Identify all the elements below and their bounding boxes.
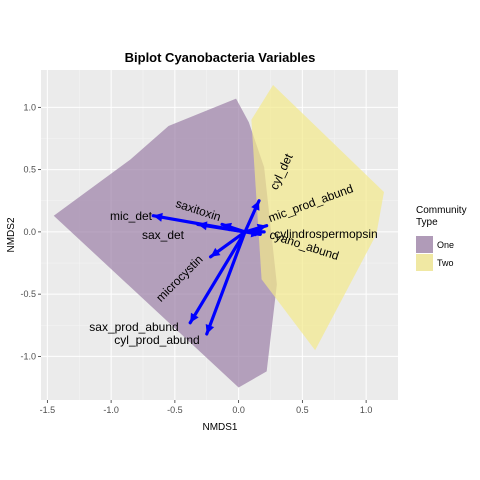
arrowhead-sax_prod_abund [190, 312, 199, 323]
vector-label-sax_prod_abund: sax_prod_abund [89, 320, 178, 334]
vector-label-sax_det: sax_det [142, 228, 185, 242]
community-hulls [53, 84, 384, 388]
arrowhead-mic_det [153, 212, 163, 222]
vector-label-mic_det: mic_det [110, 209, 153, 223]
arrowhead-sax_det [197, 221, 208, 231]
arrowhead-microcystin [210, 247, 221, 257]
legend-label-one: One [437, 240, 454, 250]
x-tick-label: -1.0 [103, 405, 119, 415]
y-axis-title: NMDS2 [6, 217, 17, 252]
chart-title: Biplot Cyanobacteria Variables [125, 50, 316, 65]
x-tick-label: 0.0 [232, 405, 245, 415]
y-tick-label: -1.0 [20, 351, 36, 361]
hull-one [53, 98, 277, 388]
variable-vectors [151, 199, 269, 336]
y-tick-label: 0.5 [23, 165, 36, 175]
vector-sax_prod_abund [188, 230, 247, 325]
legend-swatch-one [416, 236, 433, 253]
arrowhead-cyl_det [251, 200, 260, 211]
x-tick-label: -1.5 [40, 405, 56, 415]
x-tick-label: -0.5 [167, 405, 183, 415]
legend-title-line-2: Type [416, 217, 438, 228]
arrowhead-cyano_abund [250, 228, 261, 238]
hull-two [251, 84, 384, 351]
arrowhead-cyl_prod_abund [205, 323, 215, 334]
x-tick-label: 1.0 [360, 405, 373, 415]
y-tick-label: 0.0 [23, 227, 36, 237]
legend-swatch-two [416, 254, 433, 271]
vector-label-cyl_prod_abund: cyl_prod_abund [114, 333, 199, 347]
axis-ticks: -1.5 -1.0 -0.5 0.0 0.5 1.0 -1.0 -0.5 0.0 0.5 1.0 [20, 102, 372, 415]
legend-label-two: Two [437, 258, 454, 268]
vector-cyl_prod_abund [205, 230, 247, 336]
legend-title-line-1: Community [416, 205, 467, 216]
x-tick-label: 0.5 [296, 405, 309, 415]
y-tick-label: 1.0 [23, 102, 36, 112]
x-axis-title: NMDS1 [202, 422, 237, 433]
vector-label-cylindrospermopsin: cylindrospermopsin [274, 227, 377, 241]
legend: Community Type One Two [416, 205, 467, 271]
y-tick-label: -0.5 [20, 289, 36, 299]
